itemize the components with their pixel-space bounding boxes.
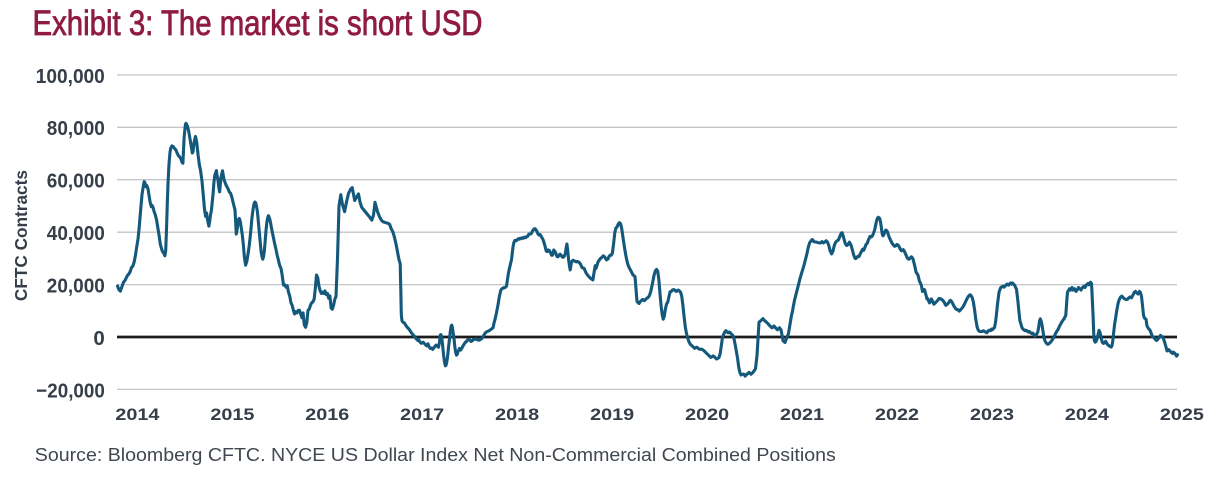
svg-text:20,000: 20,000	[47, 275, 105, 298]
svg-text:2024: 2024	[1065, 405, 1110, 424]
svg-text:Exhibit 3: The market is short: Exhibit 3: The market is short USD	[33, 4, 483, 43]
svg-text:2014: 2014	[115, 405, 160, 424]
svg-text:60,000: 60,000	[47, 170, 105, 193]
svg-text:2022: 2022	[875, 405, 919, 424]
svg-text:2023: 2023	[970, 405, 1014, 424]
svg-text:2020: 2020	[685, 405, 729, 424]
svg-text:80,000: 80,000	[47, 117, 105, 140]
svg-text:2021: 2021	[780, 405, 824, 424]
svg-text:2025: 2025	[1160, 405, 1204, 424]
svg-text:2019: 2019	[590, 405, 634, 424]
svg-text:2017: 2017	[400, 405, 444, 424]
svg-text:40,000: 40,000	[47, 222, 105, 245]
svg-text:CFTC Contracts: CFTC Contracts	[11, 170, 31, 301]
svg-text:−20,000: −20,000	[36, 379, 105, 402]
svg-text:0: 0	[93, 327, 104, 350]
svg-text:2015: 2015	[210, 405, 254, 424]
svg-text:100,000: 100,000	[36, 65, 105, 88]
svg-text:2018: 2018	[495, 405, 539, 424]
svg-text:2016: 2016	[305, 405, 349, 424]
svg-text:Source: Bloomberg CFTC. NYCE U: Source: Bloomberg CFTC. NYCE US Dollar I…	[35, 445, 836, 465]
